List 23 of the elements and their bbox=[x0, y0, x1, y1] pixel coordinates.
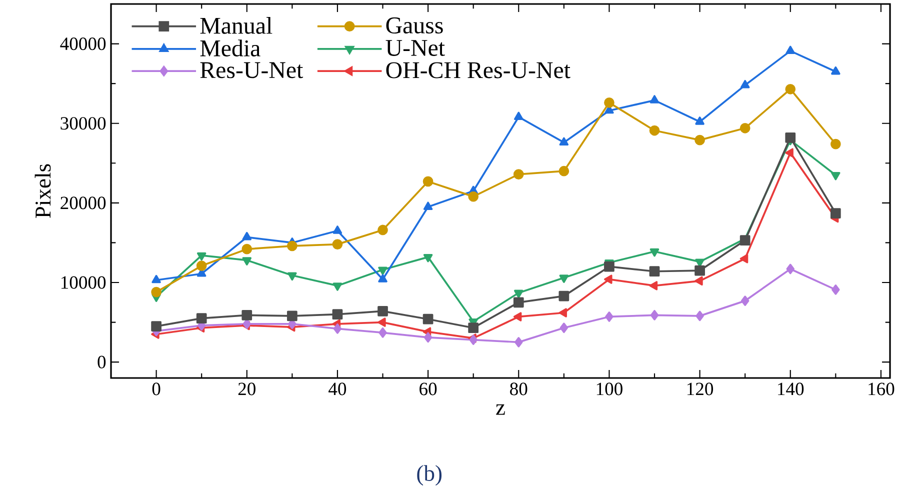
legend-label: OH-CH Res-U-Net bbox=[386, 62, 570, 78]
x-tick-label: 80 bbox=[510, 382, 528, 396]
text: (b) bbox=[417, 465, 442, 486]
x-tick-label: 140 bbox=[778, 382, 804, 396]
x-axis-title: z bbox=[496, 404, 505, 415]
legend-label: Gauss bbox=[386, 17, 443, 34]
legend-label: Media bbox=[200, 40, 260, 56]
y-tick-label: 30000 bbox=[60, 117, 106, 130]
y-tick-label: 0 bbox=[98, 356, 106, 368]
y-tick-label: 40000 bbox=[60, 38, 106, 50]
legend-label: U-Net bbox=[386, 40, 445, 56]
legend-label: Manual bbox=[200, 17, 272, 34]
y-axis-title: Pixels bbox=[34, 164, 51, 218]
x-tick-label: 100 bbox=[596, 382, 622, 396]
x-tick-label: 0 bbox=[152, 382, 160, 396]
legend-label: Res-U-Net bbox=[200, 62, 304, 78]
x-tick-label: 120 bbox=[687, 382, 714, 396]
x-tick-label: 20 bbox=[238, 382, 256, 396]
x-tick-label: 40 bbox=[328, 382, 346, 396]
y-tick-label: 10000 bbox=[61, 276, 106, 289]
y-tick-label: 20000 bbox=[60, 196, 106, 210]
x-tick-label: 160 bbox=[868, 382, 894, 396]
x-tick-label: 60 bbox=[420, 382, 437, 396]
